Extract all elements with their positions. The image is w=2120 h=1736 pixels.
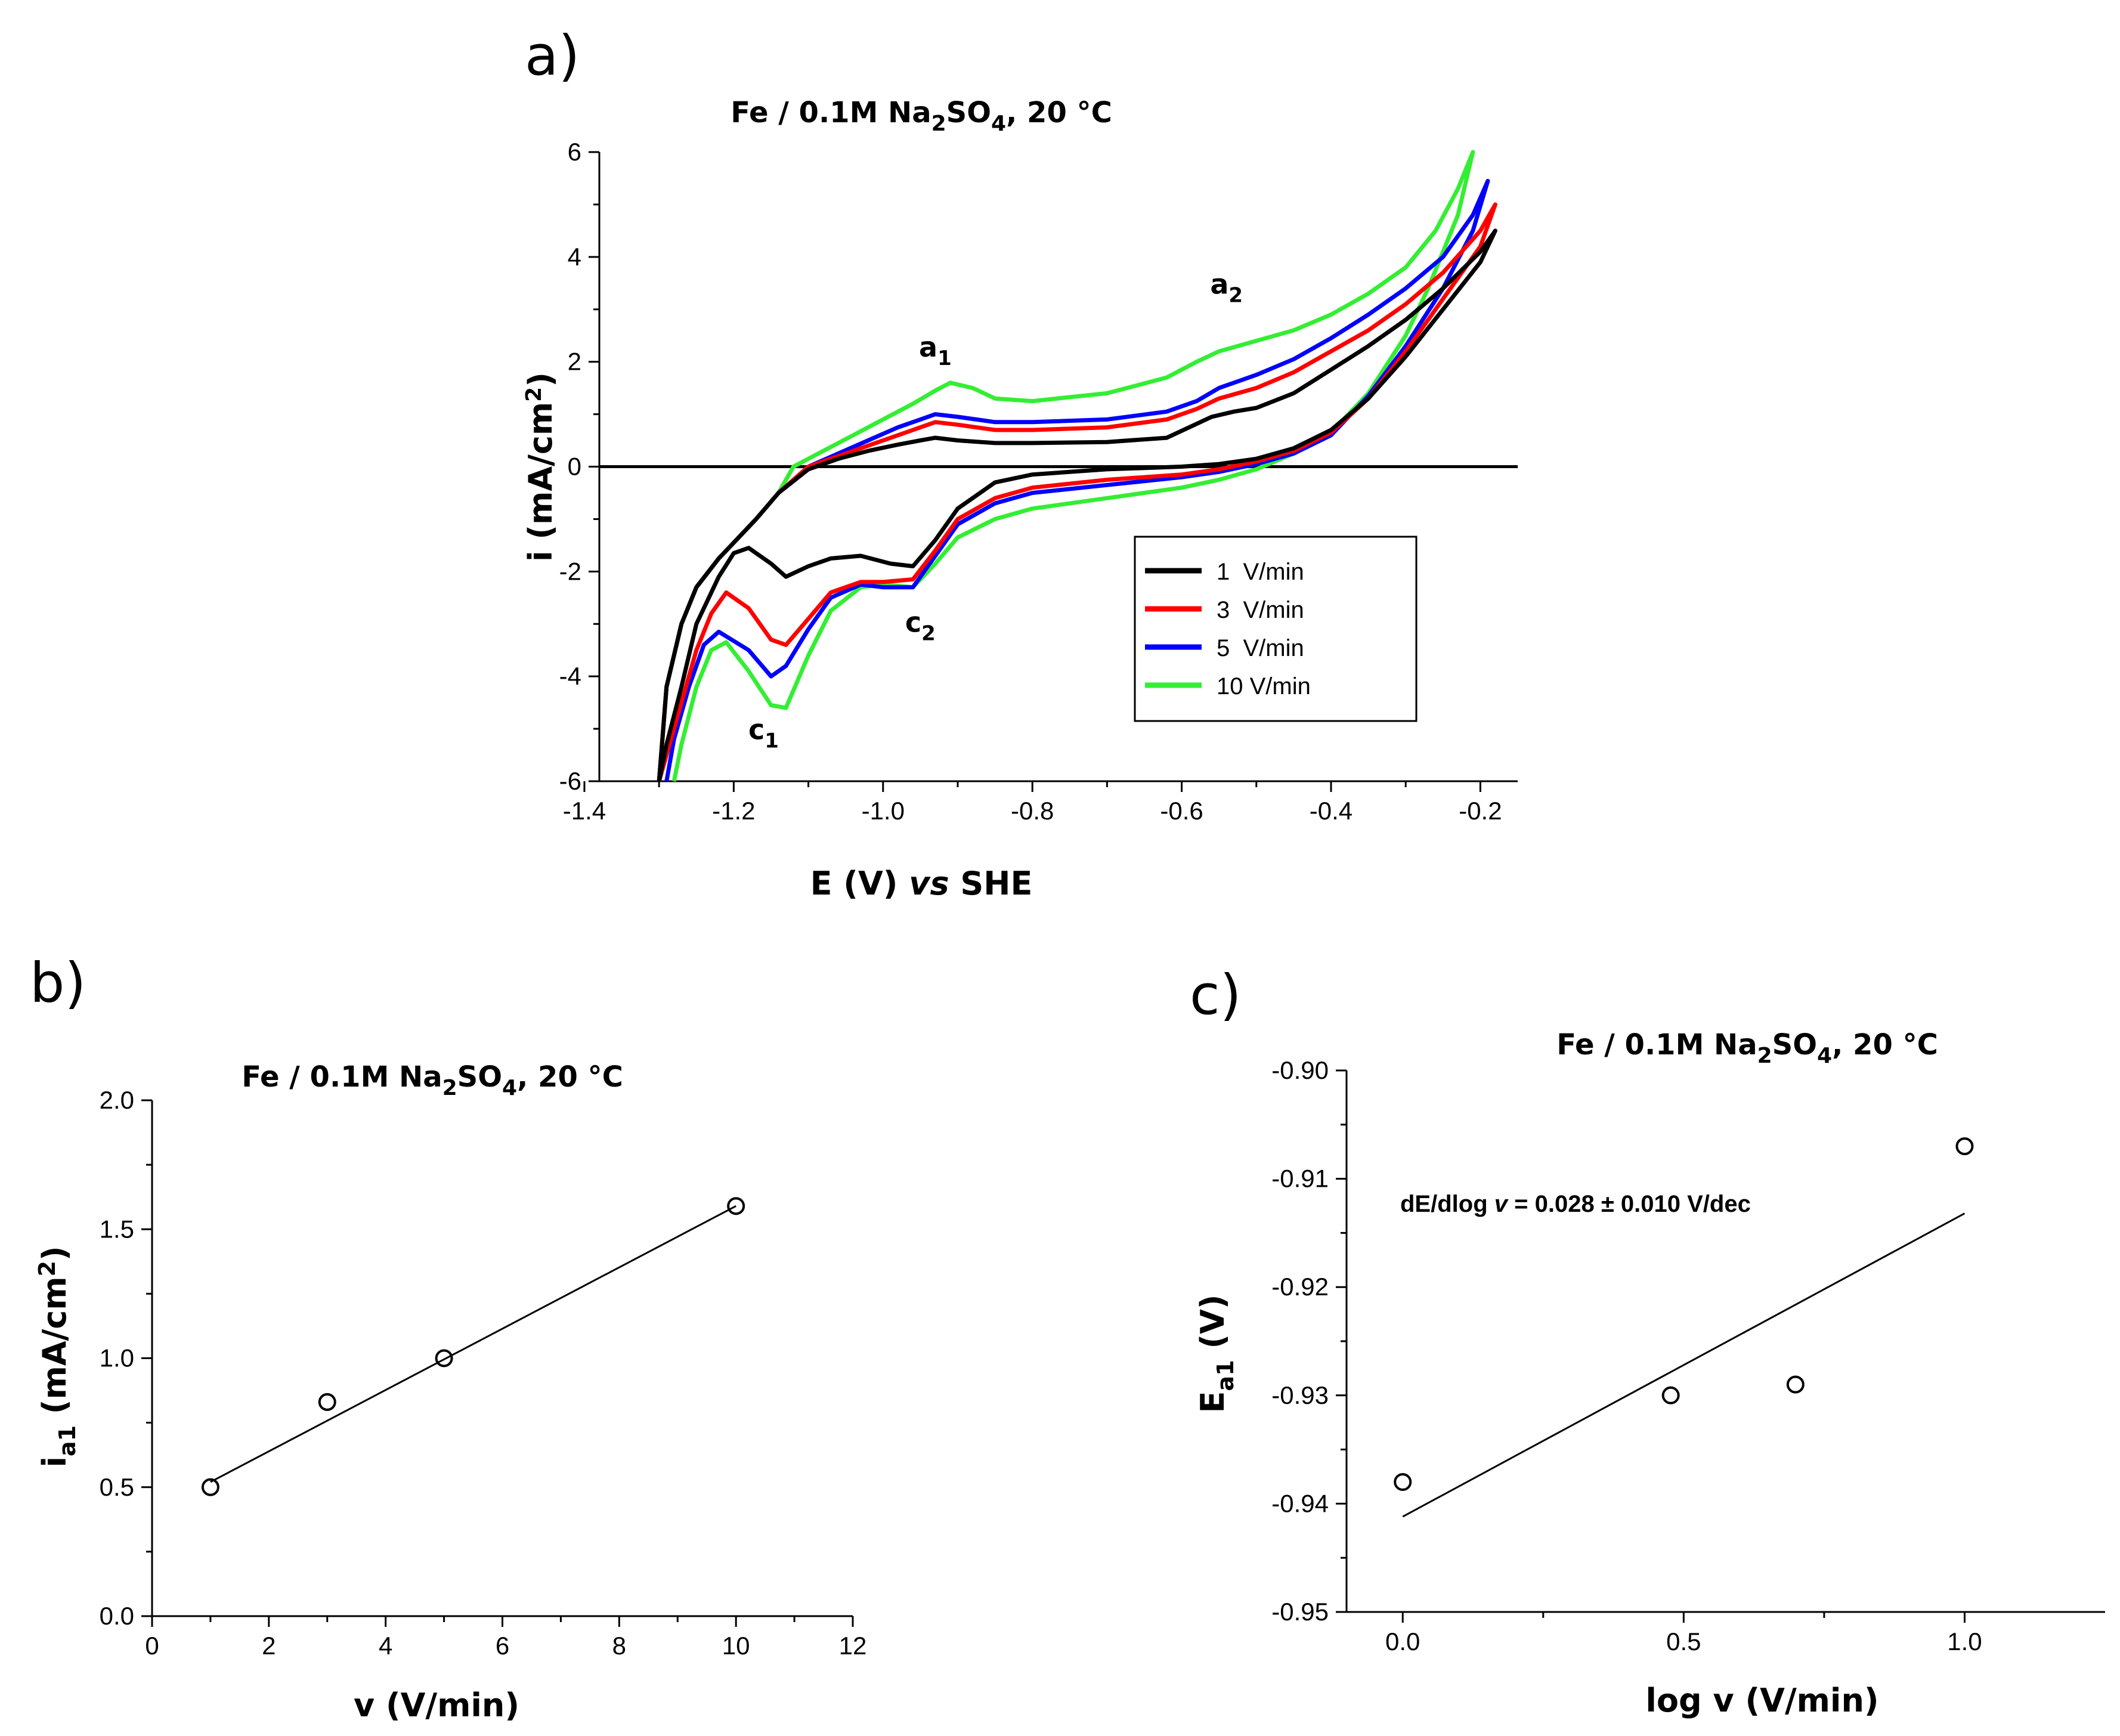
y-tick-label: -0.95 [1271,1598,1329,1626]
y-tick-label: 4 [568,243,581,271]
x-tick-label: 0 [145,1632,159,1660]
peak-label-a1: a1 [919,331,952,370]
y-tick-label: 0 [568,453,581,481]
y-tick-label: 2 [568,348,581,376]
legend-entry-2: 3 V/min [1145,597,1304,623]
y-tick-label: -2 [559,557,581,585]
data-point [1394,1473,1412,1491]
panel-a: a) Fe / 0.1M Na2SO4, 20 °C -1.4 -1.2 -1.0-… [522,24,1518,902]
fit-line [210,1205,736,1483]
x-tick-label: -0.6 [1160,797,1203,825]
data-point [1786,1375,1805,1394]
legend-entry-1: 1 V/min [1145,559,1304,585]
fit-line [1402,1212,1966,1518]
y-tick-label: 0.5 [100,1473,134,1501]
x-tick-label: 2 [262,1632,276,1660]
data-point [1661,1386,1680,1404]
panel-b-label: b) [30,951,86,1015]
x-tick-label: 4 [379,1632,392,1660]
data-point [727,1197,745,1215]
x-tick-label: 8 [612,1632,626,1660]
data-point [201,1478,219,1496]
y-tick-label: -0.93 [1271,1381,1329,1409]
x-tick-label: -1.4 [563,797,606,825]
y-tick-label: 1.0 [100,1344,134,1372]
x-tick-label: -1.2 [712,797,755,825]
legend-entry-3: 5 V/min [1145,635,1304,661]
cv-curve-4 [657,150,1475,782]
panel-b: b) Fe / 0.1M Na2SO4, 20 °C 0 2 4 6 8 10 120.00… [30,951,866,1724]
y-tick-label: 0.0 [100,1602,134,1630]
panel-c: c) Fe / 0.1M Na2SO4, 20 °C 0.0 0.5 1.0 -0.9… [1190,963,2105,1719]
y-tick-label: 6 [568,138,581,166]
panel-c-y-axis-title: Ea1 (V) [1194,1295,1239,1413]
peak-label-c1: c1 [748,714,779,753]
panel-a-legend: 1 V/min 3 V/min 5 V/min 10 V/min [1134,536,1418,722]
y-tick-label: 2.0 [100,1086,134,1114]
legend-label-3: 5 V/min [1217,635,1304,661]
x-tick-label: 1.0 [1947,1627,1982,1655]
panel-b-plot-area: 0 2 4 6 8 10 12 0.0 0.5 1.0 1.5 2.0 [100,1086,867,1660]
panel-c-slope-annotation: dE/dlog v = 0.028 ± 0.010 V/dec [1400,1191,1751,1217]
data-point [1955,1137,1974,1156]
peak-label-c2: c2 [905,606,936,645]
cv-curve-1 [657,228,1497,782]
panel-c-title: Fe / 0.1M Na2SO4, 20 °C [1556,1028,1938,1068]
panel-a-plot-area: -1.4 -1.2 -1.0 -0.8 -0.6 -0.4 -0.2 -6 -4 -2 0 2 4 6 a1… [559,138,1518,825]
y-tick-label: -4 [559,662,581,690]
cv-curve-2 [657,202,1497,782]
data-point [318,1393,336,1412]
legend-label-2: 3 V/min [1217,597,1304,623]
x-tick-label: 0.0 [1385,1627,1420,1655]
panel-b-x-axis-title: v (V/min) [354,1687,519,1724]
y-tick-label: -0.90 [1271,1056,1329,1084]
panel-a-label: a) [525,24,580,88]
cv-curve-3 [657,178,1490,782]
panel-a-y-axis-title: i (mA/cm2) [522,372,559,562]
x-tick-label: 0.5 [1666,1627,1701,1655]
x-tick-label: 12 [839,1632,867,1660]
y-tick-label: -0.92 [1271,1273,1329,1301]
x-tick-label: -1.0 [862,797,905,825]
y-tick-label: -0.91 [1271,1165,1329,1193]
panel-b-title: Fe / 0.1M Na2SO4, 20 °C [242,1060,623,1100]
panel-c-label: c) [1190,963,1241,1027]
panel-c-x-axis-title: log v (V/min) [1645,1682,1878,1719]
panel-b-y-axis-title: ia1 (mA/cm2) [34,1246,81,1467]
y-tick-label: 1.5 [100,1215,134,1243]
panel-a-x-axis-title: E (V) vs SHE [810,865,1033,902]
peak-label-a2: a2 [1210,268,1243,307]
legend-label-4: 10 V/min [1217,673,1311,700]
x-tick-label: -0.4 [1310,797,1353,825]
x-tick-label: -0.2 [1459,797,1502,825]
x-tick-label: -0.8 [1011,797,1054,825]
panel-c-plot-area: 0.0 0.5 1.0 -0.95 -0.94 -0.93 -0.92 -0.91 -0.90 [1271,1056,2105,1655]
y-tick-label: -0.94 [1271,1489,1329,1517]
legend-label-1: 1 V/min [1217,559,1304,585]
legend-entry-4: 10 V/min [1145,673,1311,700]
x-tick-label: 6 [496,1632,509,1660]
x-tick-label: 10 [722,1632,750,1660]
panel-a-title: Fe / 0.1M Na2SO4, 20 °C [731,96,1112,136]
data-point [435,1349,453,1367]
y-tick-label: -6 [559,767,581,795]
legend-box [1134,536,1418,722]
